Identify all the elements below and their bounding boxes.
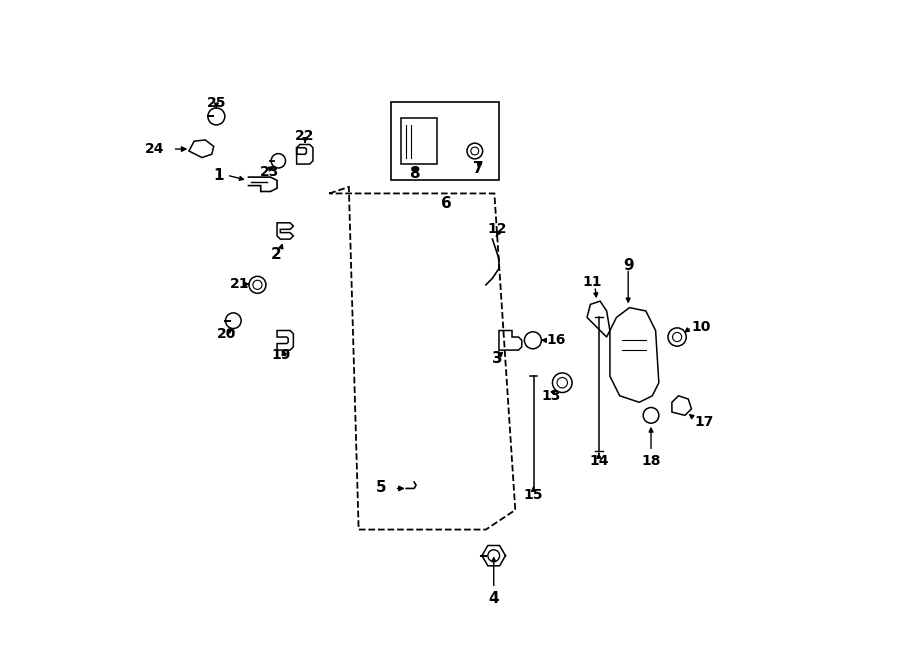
Text: 18: 18 [642, 454, 661, 468]
Text: 21: 21 [230, 277, 249, 291]
Bar [392, 102, 499, 180]
Text: 9: 9 [623, 258, 634, 273]
Text: 15: 15 [524, 488, 544, 502]
Text: 10: 10 [691, 320, 711, 334]
Text: 19: 19 [272, 348, 292, 362]
Text: 12: 12 [488, 222, 508, 237]
Text: 24: 24 [145, 142, 165, 156]
Text: 6: 6 [441, 196, 452, 211]
Text: 22: 22 [295, 129, 315, 143]
Text: 1: 1 [213, 168, 223, 182]
Text: 4: 4 [489, 590, 499, 605]
Text: 7: 7 [473, 161, 484, 176]
Text: 2: 2 [270, 247, 281, 262]
Text: 8: 8 [409, 167, 419, 181]
Text: 25: 25 [207, 97, 226, 110]
Text: 11: 11 [582, 274, 602, 289]
Text: 23: 23 [259, 165, 279, 179]
Bar [401, 118, 436, 164]
Text: 3: 3 [491, 351, 502, 366]
Text: 13: 13 [542, 389, 561, 403]
Text: 17: 17 [695, 415, 714, 429]
Text: 20: 20 [217, 327, 237, 341]
Text: 14: 14 [590, 454, 608, 468]
Text: 16: 16 [546, 333, 566, 347]
Text: 5: 5 [376, 480, 387, 494]
